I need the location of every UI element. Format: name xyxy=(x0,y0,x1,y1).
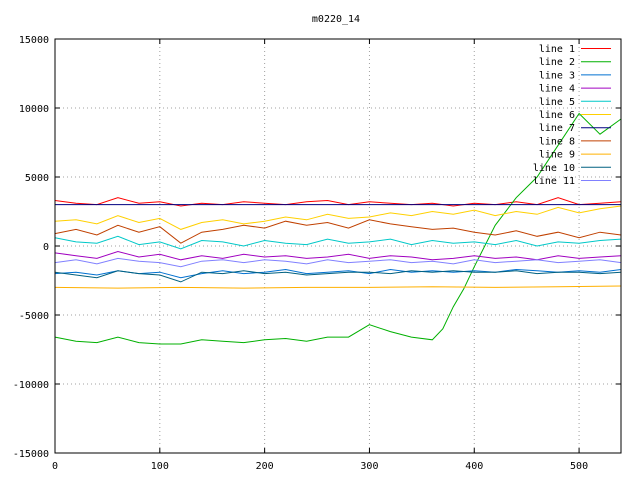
series-line-5 xyxy=(54,235,622,250)
x-tick-label: 200 xyxy=(256,461,274,472)
legend-label-6: line 6 xyxy=(539,110,575,121)
legend-label-3: line 3 xyxy=(539,70,575,81)
x-tick-label: 0 xyxy=(52,461,58,472)
legend-label-10: line 10 xyxy=(533,163,575,174)
legend-label-7: line 7 xyxy=(539,123,575,134)
y-tick-label: 10000 xyxy=(19,104,49,115)
y-tick-label: 0 xyxy=(43,242,49,253)
series-lines xyxy=(54,112,622,345)
x-tick-label: 300 xyxy=(360,461,378,472)
x-tick-label: 100 xyxy=(151,461,169,472)
chart-title: m0220_14 xyxy=(312,14,360,25)
grid xyxy=(55,39,621,453)
x-tick-label: 400 xyxy=(465,461,483,472)
y-tick-label: -5000 xyxy=(19,311,49,322)
legend-label-8: line 8 xyxy=(539,136,575,147)
series-line-4 xyxy=(54,250,622,261)
series-line-10 xyxy=(54,270,622,283)
series-line-11 xyxy=(54,257,622,268)
legend: line 1 line 2 line 3 line 4 line 5 line 6 line… xyxy=(533,44,611,187)
y-tick-label: -10000 xyxy=(13,380,49,391)
legend-label-4: line 4 xyxy=(539,84,575,95)
series-line-1 xyxy=(54,197,622,207)
axes: 0 100 200 300 400 500 -15000 -10000 -5000 0 5000 10… xyxy=(13,35,621,472)
series-line-2 xyxy=(54,112,622,345)
legend-label-5: line 5 xyxy=(539,97,575,108)
y-tick-label: 15000 xyxy=(19,35,49,46)
y-tick-label: -15000 xyxy=(13,449,49,460)
legend-label-9: line 9 xyxy=(539,150,575,161)
legend-label-11: line 11 xyxy=(533,176,575,187)
legend-label-2: line 2 xyxy=(539,57,575,68)
x-tick-label: 500 xyxy=(570,461,588,472)
legend-label-1: line 1 xyxy=(539,44,575,55)
series-line-9 xyxy=(54,285,622,289)
series-line-6 xyxy=(54,205,622,230)
series-line-3 xyxy=(54,268,622,279)
y-tick-label: 5000 xyxy=(25,173,49,184)
series-line-8 xyxy=(54,219,622,244)
